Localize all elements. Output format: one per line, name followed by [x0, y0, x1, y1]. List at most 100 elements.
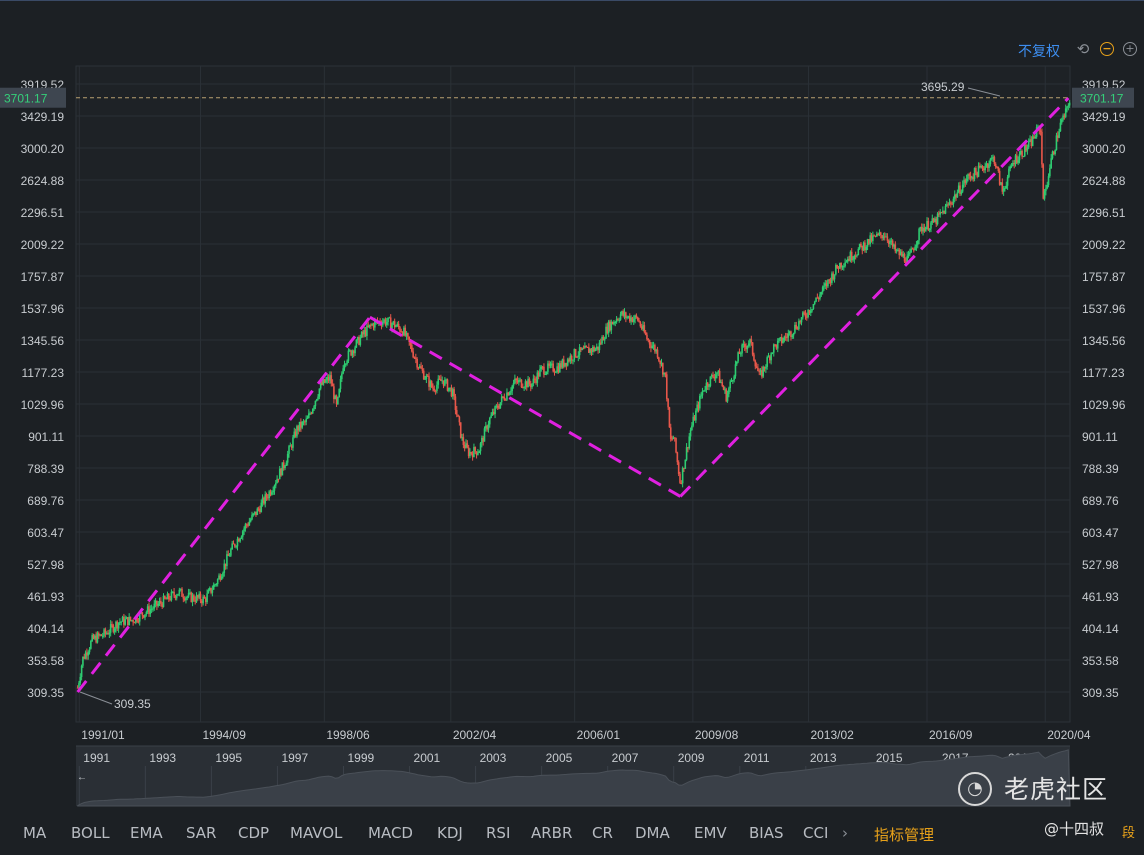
candle-body: [807, 310, 809, 318]
candle-body: [420, 366, 422, 369]
candle-body: [537, 372, 540, 377]
candle-body: [507, 392, 510, 396]
indicator-macd[interactable]: MACD: [368, 824, 413, 842]
candle-body: [1043, 191, 1046, 199]
candle-body: [1049, 168, 1051, 177]
candle-body: [848, 258, 850, 261]
candle-body: [829, 279, 832, 283]
adjust-mode-toggle[interactable]: 不复权: [1018, 44, 1060, 60]
candle-body: [852, 259, 854, 261]
candle-body: [238, 538, 240, 542]
zoom-in-icon[interactable]: +: [1123, 42, 1137, 56]
candle-body: [417, 367, 420, 369]
candle-body: [228, 555, 231, 557]
candle-body: [573, 349, 576, 360]
indicator-cci[interactable]: CCI: [803, 824, 829, 842]
candle-body: [605, 326, 607, 339]
candle-body: [208, 587, 211, 591]
candle-body: [858, 243, 861, 249]
current-price-label-right: 3701.17: [1080, 92, 1124, 106]
candle-body: [197, 595, 199, 598]
candle-body: [527, 378, 529, 388]
indicator-ema[interactable]: EMA: [130, 824, 163, 842]
candle-body: [297, 426, 300, 431]
indicator-scroll-right-icon[interactable]: ›: [842, 824, 848, 842]
candle-body: [500, 396, 503, 403]
candle-body: [315, 399, 318, 401]
candle-body: [930, 222, 932, 229]
candle-body: [277, 478, 280, 480]
candle-body: [79, 676, 82, 683]
zoom-out-icon[interactable]: −: [1100, 42, 1114, 56]
candle-body: [574, 349, 577, 357]
candle-body: [136, 616, 138, 622]
candle-body: [348, 350, 351, 352]
candle-body: [566, 359, 569, 366]
indicator-boll[interactable]: BOLL: [71, 824, 110, 842]
candle-body: [647, 339, 650, 341]
candle-body: [117, 622, 120, 629]
candle-body: [203, 596, 206, 599]
candle-body: [754, 360, 757, 367]
candle-body: [693, 416, 696, 421]
candle-body: [519, 379, 521, 381]
candle-body: [1063, 115, 1066, 117]
indicator-ma[interactable]: MA: [23, 824, 47, 842]
candle-body: [869, 235, 872, 244]
candle-body: [963, 179, 965, 185]
candle-body: [594, 348, 597, 352]
candle-body: [739, 353, 742, 355]
candle-body: [82, 656, 84, 666]
candle-body: [396, 323, 399, 326]
candle-body: [105, 633, 108, 635]
candle-body: [920, 226, 923, 232]
candle-body: [556, 366, 558, 372]
candle-body: [631, 317, 634, 322]
candle-body: [267, 497, 269, 499]
candle-body: [560, 363, 562, 368]
indicator-kdj[interactable]: KDJ: [437, 824, 463, 842]
candle-body: [434, 390, 437, 392]
candle-body: [831, 273, 833, 283]
candle-body: [193, 595, 195, 601]
indicator-mavol[interactable]: MAVOL: [290, 824, 343, 842]
candle-body: [775, 344, 778, 349]
candle-body: [384, 319, 387, 325]
candle-body: [412, 351, 414, 358]
indicator-rsi[interactable]: RSI: [486, 824, 511, 842]
candle-body: [804, 313, 807, 317]
candle-body: [154, 600, 157, 604]
indicator-sar[interactable]: SAR: [186, 824, 217, 842]
indicator-cdp[interactable]: CDP: [238, 824, 270, 842]
y-tick-label-right: 2624.88: [1082, 174, 1126, 188]
candle-body: [210, 587, 212, 593]
indicator-arbr[interactable]: ARBR: [531, 824, 573, 842]
candle-body: [742, 343, 745, 345]
candle-body: [418, 366, 421, 368]
candle-body: [823, 285, 825, 288]
candle-body: [702, 390, 705, 392]
candle-body: [879, 232, 882, 236]
indicator-dma[interactable]: DMA: [635, 824, 670, 842]
candle-body: [580, 347, 582, 350]
candle-body: [259, 509, 261, 513]
indicator-manage-button[interactable]: 指标管理: [874, 826, 935, 844]
indicator-emv[interactable]: EMV: [694, 824, 727, 842]
candle-body: [680, 482, 683, 484]
candle-body: [222, 572, 224, 577]
undo-icon[interactable]: ⟲: [1076, 40, 1090, 58]
indicator-bias[interactable]: BIAS: [749, 824, 784, 842]
candle-body: [1037, 126, 1039, 128]
candle-body: [672, 437, 675, 440]
indicator-cr[interactable]: CR: [592, 824, 613, 842]
candle-body: [305, 418, 307, 422]
candle-body: [943, 210, 945, 214]
candle-body: [570, 355, 573, 361]
candle-body: [951, 203, 953, 205]
candle-body: [619, 314, 622, 320]
candle-body: [128, 616, 130, 626]
watermark-tail: 段: [1122, 826, 1136, 841]
candle-body: [1023, 144, 1026, 157]
candle-body: [689, 430, 692, 437]
